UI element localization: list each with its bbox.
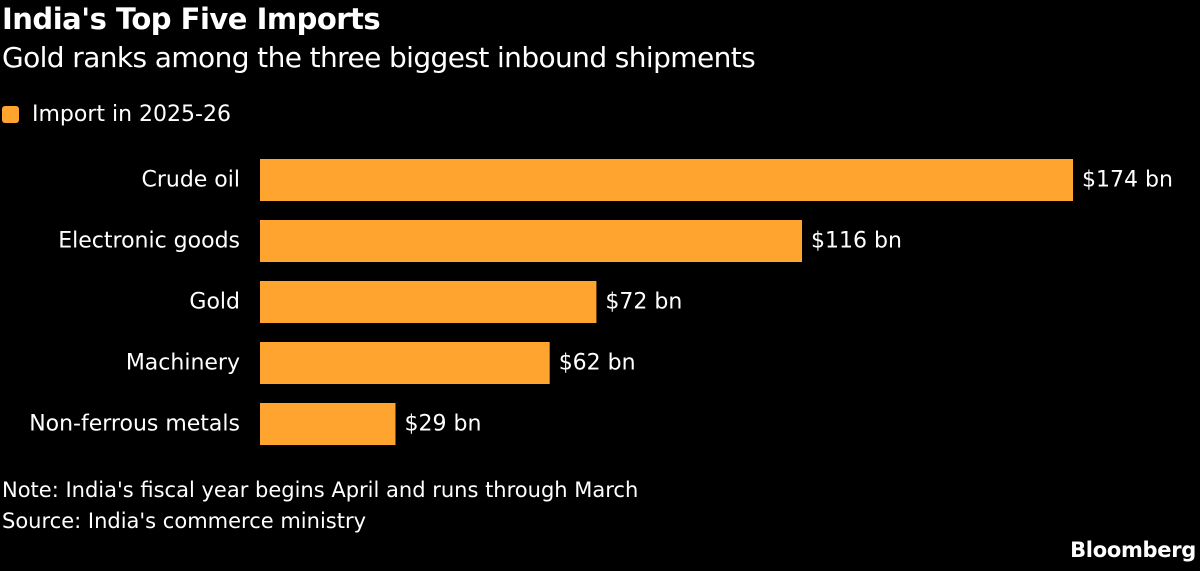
- category-label: Machinery: [126, 351, 240, 376]
- bar-gold: [260, 281, 597, 323]
- chart-legend: Import in 2025-26: [2, 100, 231, 128]
- value-label: $72 bn: [605, 290, 682, 315]
- legend-label: Import in 2025-26: [32, 101, 231, 127]
- legend-swatch: [2, 105, 19, 123]
- chart-note: Note: India's fiscal year begins April a…: [2, 478, 639, 502]
- chart-source: Source: India's commerce ministry: [2, 509, 367, 533]
- chart-title: India's Top Five Imports: [2, 2, 381, 36]
- category-label: Crude oil: [141, 168, 240, 193]
- category-label: Gold: [189, 290, 240, 315]
- category-label: Non-ferrous metals: [29, 412, 240, 437]
- value-label: $29 bn: [405, 412, 482, 437]
- value-label: $62 bn: [559, 351, 636, 376]
- value-label: $116 bn: [811, 229, 902, 254]
- bar-non-ferrous-metals: [260, 403, 396, 445]
- category-label: Electronic goods: [58, 229, 240, 254]
- bar-electronic-goods: [260, 220, 802, 262]
- bar-crude-oil: [260, 159, 1073, 201]
- chart-subtitle: Gold ranks among the three biggest inbou…: [2, 41, 756, 74]
- bloomberg-logo: Bloomberg: [1070, 538, 1196, 562]
- value-label: $174 bn: [1082, 168, 1173, 193]
- bar-machinery: [260, 342, 550, 384]
